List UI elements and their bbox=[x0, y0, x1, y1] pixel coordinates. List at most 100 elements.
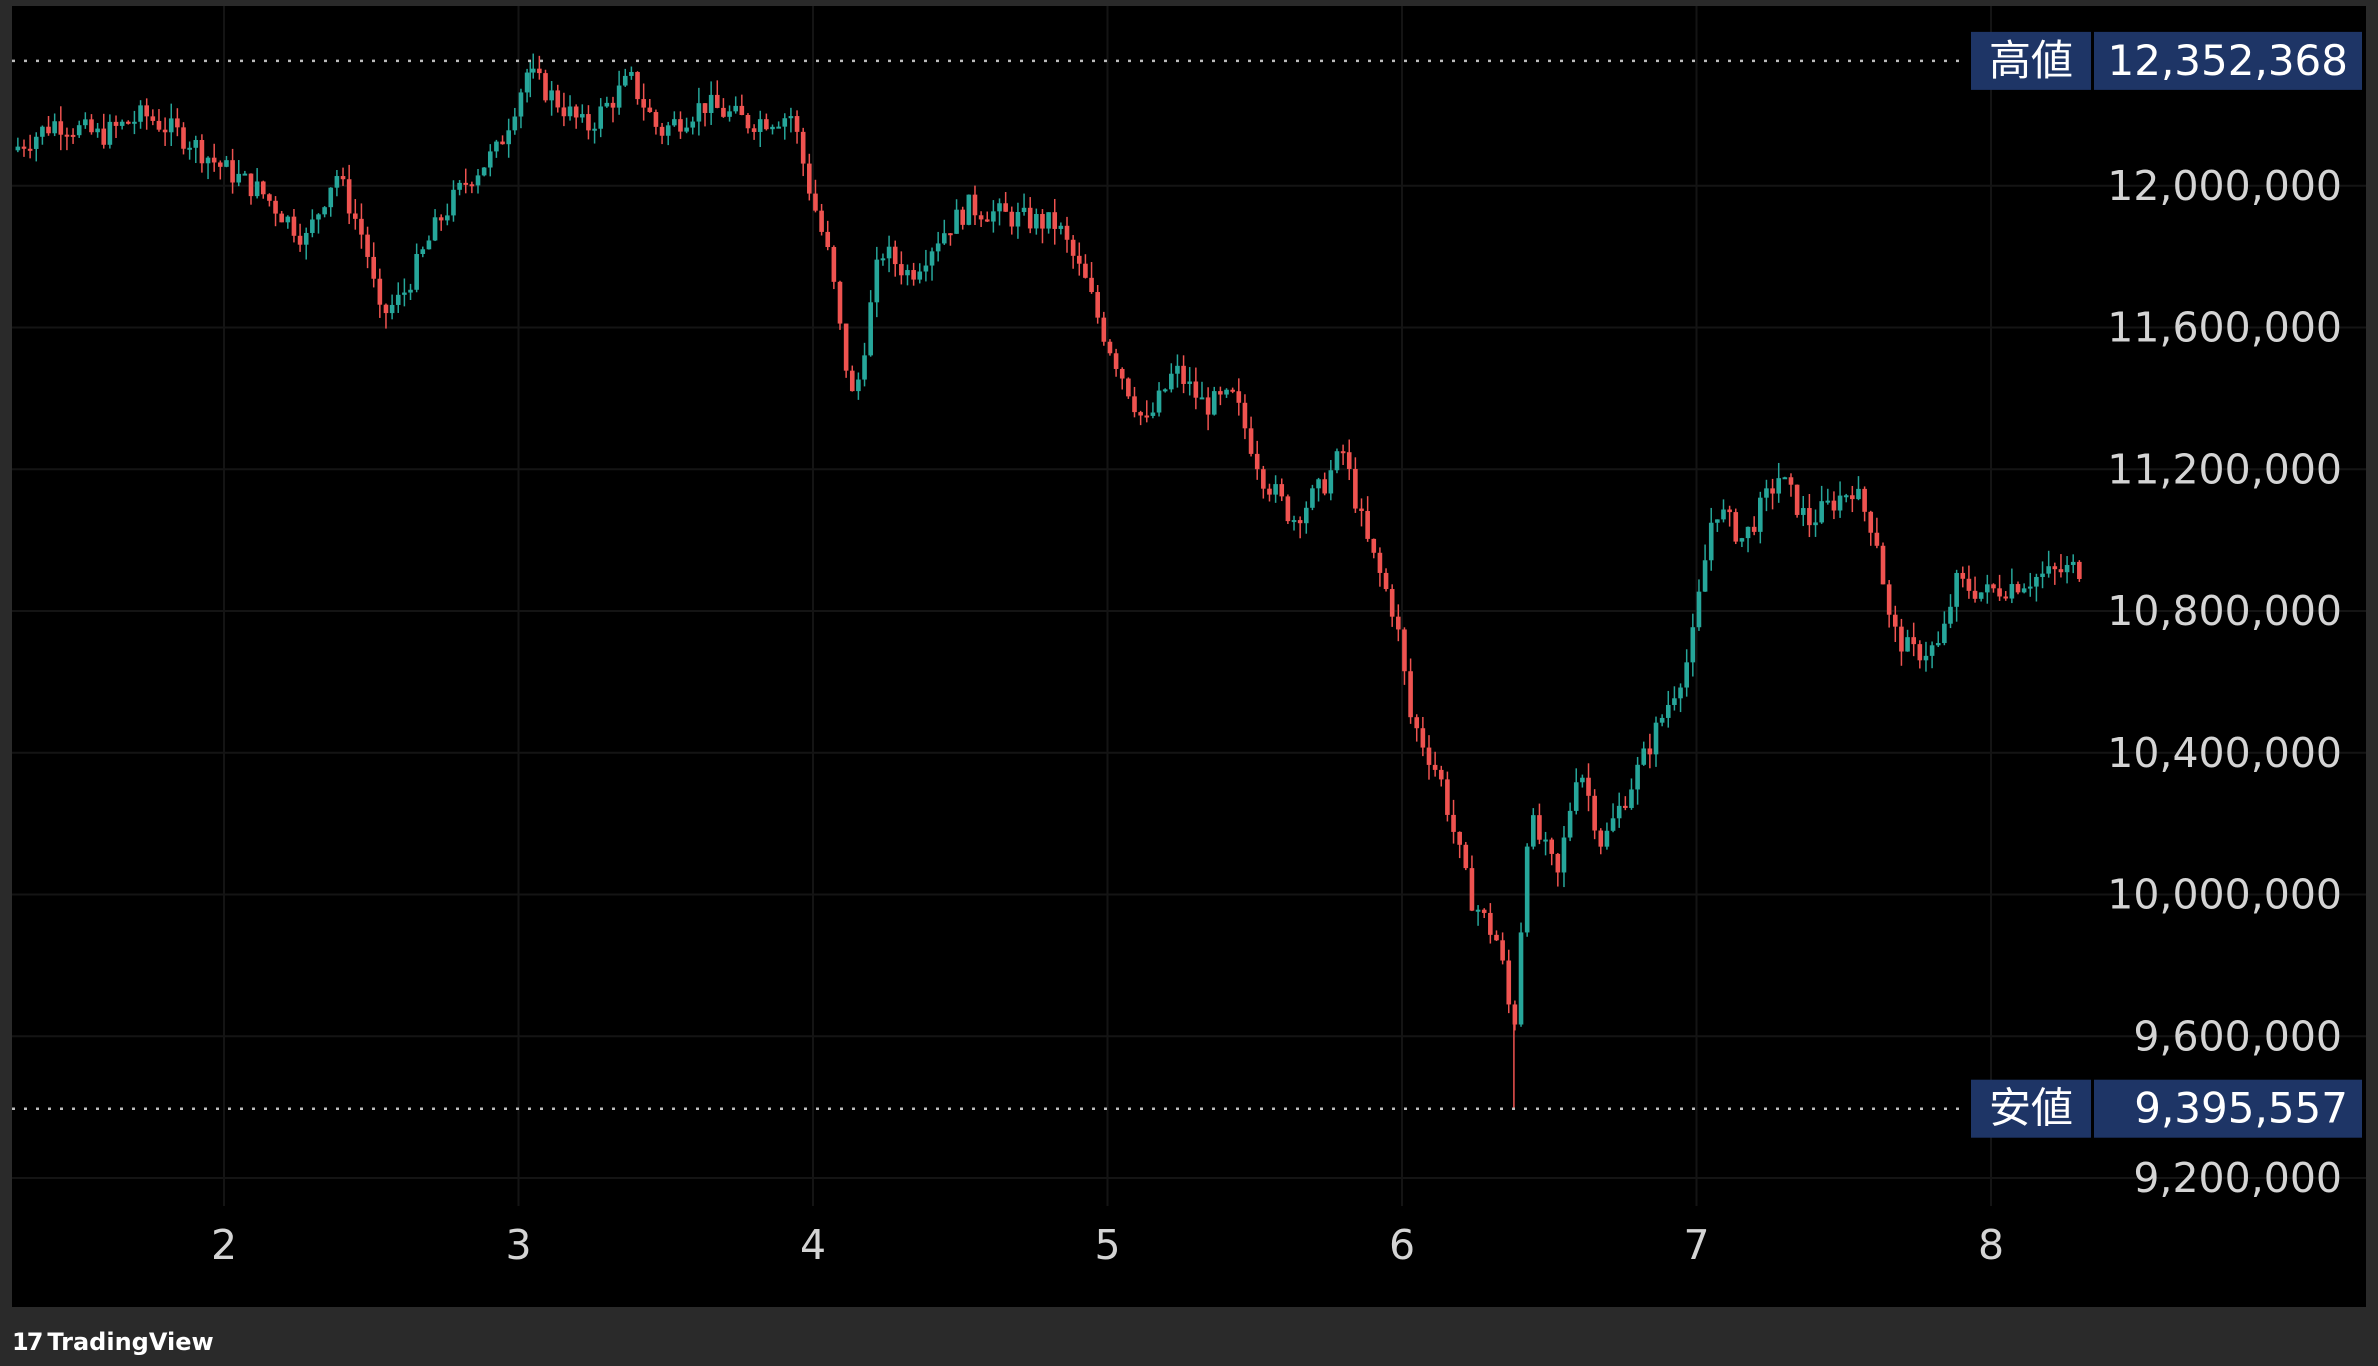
candle-body bbox=[543, 73, 548, 101]
candle-down bbox=[1892, 605, 1898, 642]
candle-down bbox=[1991, 583, 1996, 593]
candle-body bbox=[512, 116, 518, 131]
candle-down bbox=[113, 115, 119, 139]
candle-up bbox=[1721, 499, 1726, 523]
candle-body bbox=[672, 119, 677, 126]
candle-up bbox=[776, 121, 781, 129]
candle-body bbox=[2064, 564, 2070, 573]
candle-down bbox=[807, 153, 812, 201]
candle-body bbox=[377, 278, 383, 305]
candle-body bbox=[1346, 452, 1352, 469]
candle-down bbox=[1647, 733, 1653, 769]
candle-body bbox=[1856, 488, 1861, 500]
candle-down bbox=[218, 160, 223, 180]
candle-body bbox=[199, 139, 205, 164]
candle-up bbox=[1776, 462, 1782, 503]
candle-down bbox=[555, 84, 561, 113]
candle-down bbox=[469, 181, 475, 194]
candle-up bbox=[506, 118, 511, 158]
candle-up bbox=[1825, 488, 1831, 505]
candle-up bbox=[1162, 388, 1168, 393]
candle-body bbox=[95, 128, 100, 133]
candle-down bbox=[279, 210, 284, 223]
high-badge-label: 高値 bbox=[1989, 36, 2073, 85]
candle-body bbox=[1101, 317, 1107, 342]
candle-up bbox=[1758, 491, 1763, 544]
candle-up bbox=[954, 199, 959, 234]
y-tick-label: 9,200,000 bbox=[2133, 1154, 2342, 1202]
candle-down bbox=[1966, 565, 1972, 599]
candle-body bbox=[1328, 470, 1334, 494]
candle-body bbox=[267, 194, 272, 201]
candle-up bbox=[941, 219, 947, 245]
candle-body bbox=[684, 127, 689, 132]
candle-up bbox=[1739, 537, 1745, 548]
candle-body bbox=[1027, 207, 1033, 229]
candle-body bbox=[1089, 277, 1094, 293]
candle-up bbox=[107, 114, 113, 149]
candle-body bbox=[144, 105, 149, 117]
high-badge: 高値 12,352,368 bbox=[1971, 31, 2362, 90]
candle-body bbox=[1690, 627, 1696, 663]
candle-body bbox=[273, 200, 278, 214]
candle-body bbox=[1886, 584, 1892, 615]
candle-down bbox=[371, 242, 377, 288]
candle-up bbox=[1954, 569, 1959, 622]
candle-body bbox=[880, 258, 886, 261]
y-tick-label: 12,000,000 bbox=[2107, 162, 2342, 210]
x-tick-label: 8 bbox=[1978, 1221, 2004, 1269]
candle-body bbox=[1647, 748, 1653, 755]
candle-body bbox=[279, 213, 284, 223]
candle-body bbox=[1573, 782, 1579, 811]
candle-body bbox=[1776, 478, 1782, 494]
candle-up bbox=[1316, 477, 1321, 502]
candle-up bbox=[1616, 792, 1622, 828]
candle-down bbox=[297, 223, 303, 252]
candle-up bbox=[1708, 507, 1714, 571]
candle-down bbox=[377, 268, 383, 318]
candle-body bbox=[1524, 846, 1530, 933]
candle-body bbox=[1359, 508, 1364, 511]
candle-body bbox=[678, 119, 683, 132]
candle-body bbox=[1070, 239, 1076, 256]
candle-up bbox=[1273, 475, 1278, 503]
candle-body bbox=[1868, 511, 1874, 533]
candle-body bbox=[1181, 365, 1186, 384]
candle-up bbox=[1837, 481, 1843, 518]
candle-body bbox=[451, 189, 456, 216]
candle-up bbox=[886, 235, 892, 273]
candle-down bbox=[383, 303, 389, 329]
candle-up bbox=[2070, 554, 2076, 574]
candle-up bbox=[868, 290, 873, 357]
plot-area[interactable]: 12,000,000 11,600,000 11,200,000 10,800,000… bbox=[12, 6, 2366, 1307]
candle-up bbox=[193, 135, 199, 164]
candle-body bbox=[1715, 519, 1720, 523]
candle-body bbox=[230, 160, 235, 183]
candle-body bbox=[739, 105, 745, 115]
candle-body bbox=[346, 179, 352, 214]
candle-down bbox=[21, 139, 27, 157]
candle-body bbox=[463, 182, 469, 185]
candle-up bbox=[1665, 690, 1671, 728]
candle-body bbox=[1303, 507, 1309, 524]
candles bbox=[15, 53, 2082, 1109]
candle-up bbox=[684, 117, 689, 134]
tradingview-logo-icon[interactable]: 𝟭𝟳 bbox=[12, 1328, 43, 1356]
candle-body bbox=[1003, 203, 1008, 212]
low-badge-value: 9,395,557 bbox=[2134, 1084, 2348, 1133]
candle-body bbox=[438, 217, 444, 221]
candle-up bbox=[1678, 683, 1683, 713]
candle-body bbox=[1770, 488, 1775, 494]
candle-down bbox=[1205, 387, 1211, 431]
candle-body bbox=[1058, 225, 1064, 229]
candle-down bbox=[825, 220, 831, 251]
tradingview-logo-label[interactable]: TradingView bbox=[47, 1328, 214, 1356]
candle-body bbox=[1641, 748, 1647, 765]
candle-up bbox=[1948, 594, 1953, 629]
candle-body bbox=[1285, 496, 1291, 522]
candle-down bbox=[960, 206, 966, 230]
candle-up bbox=[95, 122, 100, 138]
candle-body bbox=[506, 130, 511, 145]
candle-up bbox=[1303, 501, 1309, 534]
